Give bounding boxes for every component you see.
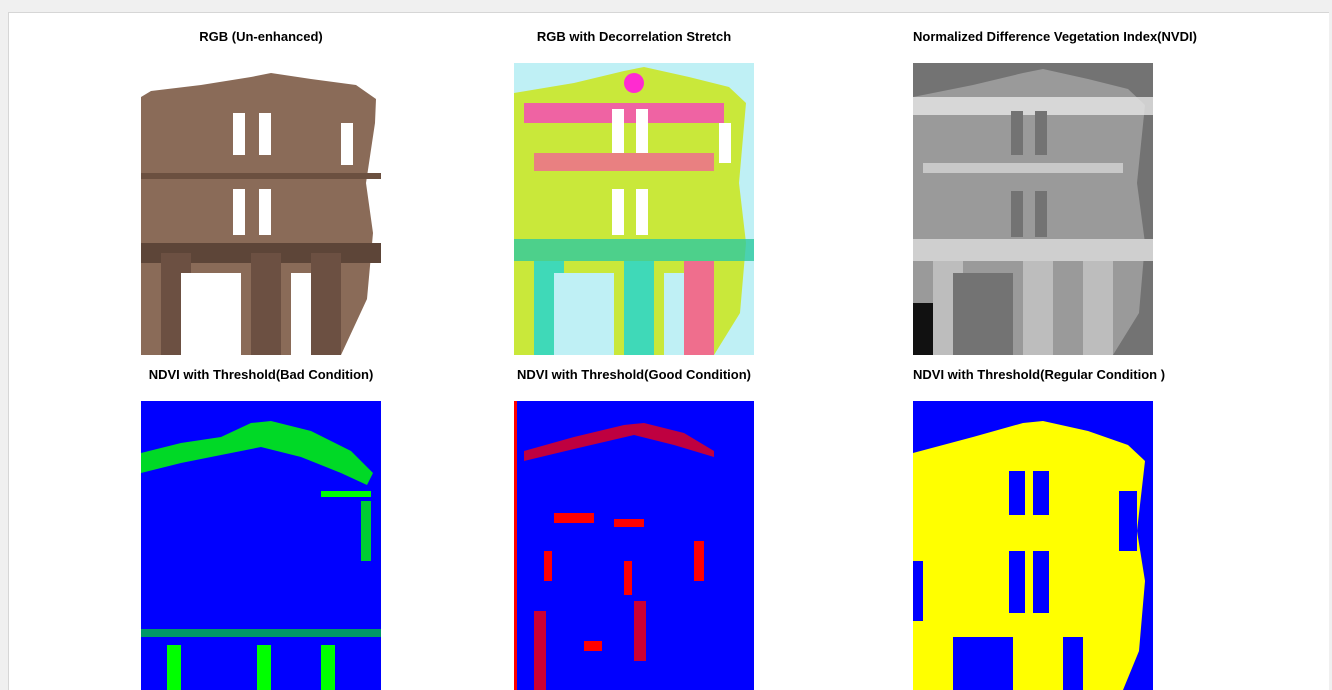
panel-title: RGB (Un-enhanced) <box>199 29 323 44</box>
panel-title: NDVI with Threshold(Regular Condition ) <box>913 367 1166 382</box>
panel-title: NDVI with Threshold(Good Condition) <box>517 367 751 382</box>
decorr-image <box>514 63 754 355</box>
rgb-image <box>141 63 381 355</box>
figure-window: RGB (Un-enhanced) RGB with Decorrelatio <box>8 12 1329 690</box>
regular-condition-mask <box>913 401 1153 690</box>
panel-title: Normalized Difference Vegetation Index(N… <box>913 29 1197 44</box>
panel-ndvi: Normalized Difference Vegetation Index(N… <box>913 29 1197 355</box>
panel-decorr: RGB with Decorrelation Stretch <box>514 29 754 355</box>
panel-title: NDVI with Threshold(Bad Condition) <box>148 367 374 382</box>
panel-good-condition: NDVI with Threshold(Good Condition) <box>514 367 754 690</box>
bad-condition-mask <box>141 401 381 690</box>
panel-regular-condition: NDVI with Threshold(Regular Condition ) <box>913 367 1166 690</box>
panel-rgb: RGB (Un-enhanced) <box>141 29 381 355</box>
good-condition-mask <box>514 401 754 690</box>
panel-bad-condition: NDVI with Threshold(Bad Condition) <box>141 367 381 690</box>
panel-title: RGB with Decorrelation Stretch <box>536 29 732 44</box>
ndvi-image <box>913 63 1153 355</box>
